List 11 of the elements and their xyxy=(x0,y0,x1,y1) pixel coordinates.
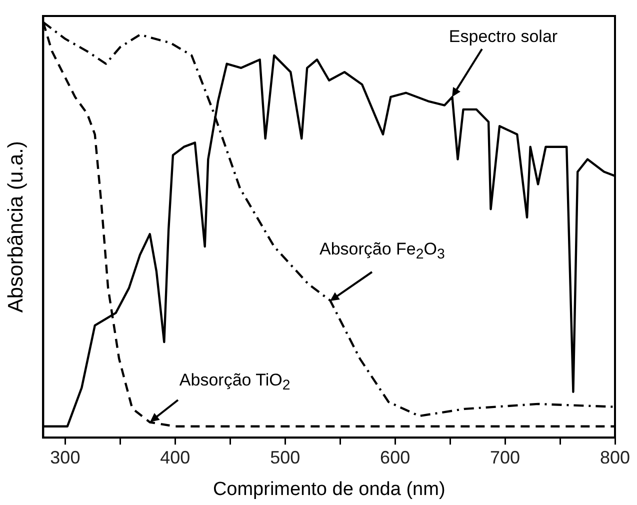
x-tick-label: 500 xyxy=(270,447,300,468)
x-tick-label: 600 xyxy=(380,447,410,468)
x-tick-label: 400 xyxy=(160,447,190,468)
annotation: Absorção Fe$_{2}$O$_{3}$ xyxy=(318,238,447,262)
y-axis-title: Absorbância (u.a.) xyxy=(4,141,28,313)
x-tick-label: 700 xyxy=(490,447,520,468)
x-tick-label: 300 xyxy=(50,447,80,468)
annotation: Espectro solar xyxy=(446,26,560,47)
x-axis-title: Comprimento de onda (nm) xyxy=(212,478,446,500)
x-tick-label: 800 xyxy=(600,447,630,468)
annotation: Absorção TiO$_{2}$ xyxy=(177,370,292,394)
